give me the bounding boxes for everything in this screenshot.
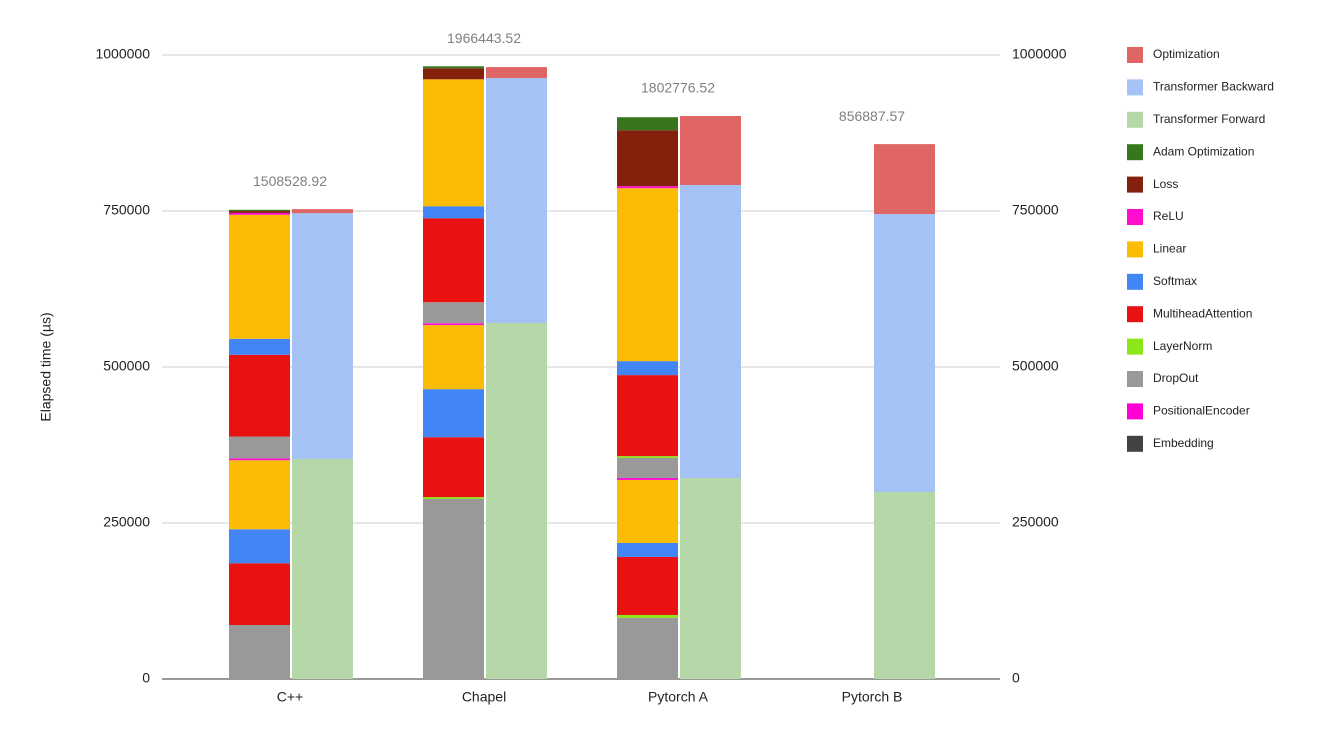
bar-segment xyxy=(423,206,484,219)
bar-segment xyxy=(229,212,290,215)
legend-swatch xyxy=(1127,241,1143,258)
legend-label: Loss xyxy=(1153,177,1178,191)
x-tick-label: Pytorch B xyxy=(842,689,903,705)
bar-segment xyxy=(486,67,547,79)
bar-segment xyxy=(423,325,484,390)
legend-swatch xyxy=(1127,338,1143,355)
y2-tick-label: 250000 xyxy=(1012,514,1059,530)
legend-swatch xyxy=(1127,273,1143,290)
bar-segment xyxy=(229,211,290,213)
legend-label: LayerNorm xyxy=(1153,339,1212,353)
y-tick-label: 250000 xyxy=(103,514,150,530)
bar-segment xyxy=(229,625,290,679)
bar-segment xyxy=(874,213,935,492)
legend-label: Transformer Backward xyxy=(1153,80,1274,94)
total-label: 1802776.52 xyxy=(641,80,715,96)
legend-label: PositionalEncoder xyxy=(1153,404,1250,418)
bar-segment xyxy=(617,614,678,618)
total-label: 856887.57 xyxy=(839,108,905,124)
bar-segment xyxy=(423,302,484,324)
x-tick-label: C++ xyxy=(277,689,303,705)
y-tick-label: 0 xyxy=(142,670,150,686)
bar-segment xyxy=(292,209,353,214)
bar-segment xyxy=(423,218,484,303)
bar-segment xyxy=(229,458,290,461)
bar-segment xyxy=(229,436,290,459)
bar-segment xyxy=(423,498,484,679)
legend-label: Embedding xyxy=(1153,436,1214,450)
legend-swatch xyxy=(1127,47,1143,63)
y2-tick-label: 1000000 xyxy=(1012,46,1067,62)
bar-segment xyxy=(229,338,290,355)
bar-segment xyxy=(617,186,678,189)
bar-segment xyxy=(680,185,741,479)
x-tick-label: Pytorch A xyxy=(648,689,709,705)
bar-segment xyxy=(617,457,678,478)
bar-segment xyxy=(617,117,678,131)
y2-tick-label: 500000 xyxy=(1012,358,1059,374)
x-tick-label: Chapel xyxy=(462,689,506,705)
y2-tick-label: 750000 xyxy=(1012,202,1059,218)
y-tick-label: 500000 xyxy=(103,358,150,374)
y2-tick-label: 0 xyxy=(1012,670,1020,686)
bar-segment xyxy=(874,144,935,214)
legend-swatch xyxy=(1127,435,1143,452)
total-label: 1508528.92 xyxy=(253,173,327,189)
legend-label: Optimization xyxy=(1153,47,1220,61)
legend-swatch xyxy=(1127,111,1143,128)
bar-segment xyxy=(617,477,678,480)
legend-swatch xyxy=(1127,144,1143,161)
bar-segment xyxy=(617,617,678,679)
legend-swatch xyxy=(1127,79,1143,96)
legend-swatch xyxy=(1127,403,1143,420)
bar-segment xyxy=(229,460,290,530)
bar-segment xyxy=(486,323,547,679)
bar-segment xyxy=(292,213,353,459)
legend-label: Adam Optimization xyxy=(1153,144,1254,158)
bar-segment xyxy=(229,214,290,339)
bar-segment xyxy=(617,542,678,557)
bar-segment xyxy=(423,68,484,80)
bar-segment xyxy=(617,130,678,187)
bar-segment xyxy=(229,529,290,564)
bar-segment xyxy=(617,375,678,457)
legend-swatch xyxy=(1127,176,1143,193)
y-axis-title: Elapsed time (µs) xyxy=(38,312,54,421)
legend-label: Transformer Forward xyxy=(1153,112,1265,126)
bar-segment xyxy=(229,354,290,437)
y-tick-label: 1000000 xyxy=(95,46,150,62)
legend-swatch xyxy=(1127,371,1143,387)
legend-swatch xyxy=(1127,209,1143,225)
legend-label: Softmax xyxy=(1153,274,1197,288)
bar-segment xyxy=(486,78,547,324)
bar-segment xyxy=(229,563,290,626)
bar-segment xyxy=(292,458,353,679)
bar-segment xyxy=(680,116,741,186)
bar-segment xyxy=(229,209,290,212)
legend-label: MultiheadAttention xyxy=(1153,306,1252,320)
bar-segment xyxy=(423,437,484,498)
bar-segment xyxy=(423,389,484,438)
legend-swatch xyxy=(1127,306,1143,323)
total-label: 1966443.52 xyxy=(447,30,521,46)
bar-segment xyxy=(680,478,741,679)
legend-label: Linear xyxy=(1153,242,1186,256)
bar-segment xyxy=(423,66,484,69)
legend-label: DropOut xyxy=(1153,371,1199,385)
legend-label: ReLU xyxy=(1153,209,1184,223)
bar-segment xyxy=(423,323,484,326)
bar-segment xyxy=(617,479,678,543)
bar-segment xyxy=(617,556,678,615)
bar-segment xyxy=(423,497,484,499)
bar-segment xyxy=(617,456,678,458)
bar-segment xyxy=(874,491,935,679)
bar-segment xyxy=(423,79,484,207)
bar-segment xyxy=(617,361,678,376)
bar-segment xyxy=(617,188,678,362)
y-tick-label: 750000 xyxy=(103,202,150,218)
